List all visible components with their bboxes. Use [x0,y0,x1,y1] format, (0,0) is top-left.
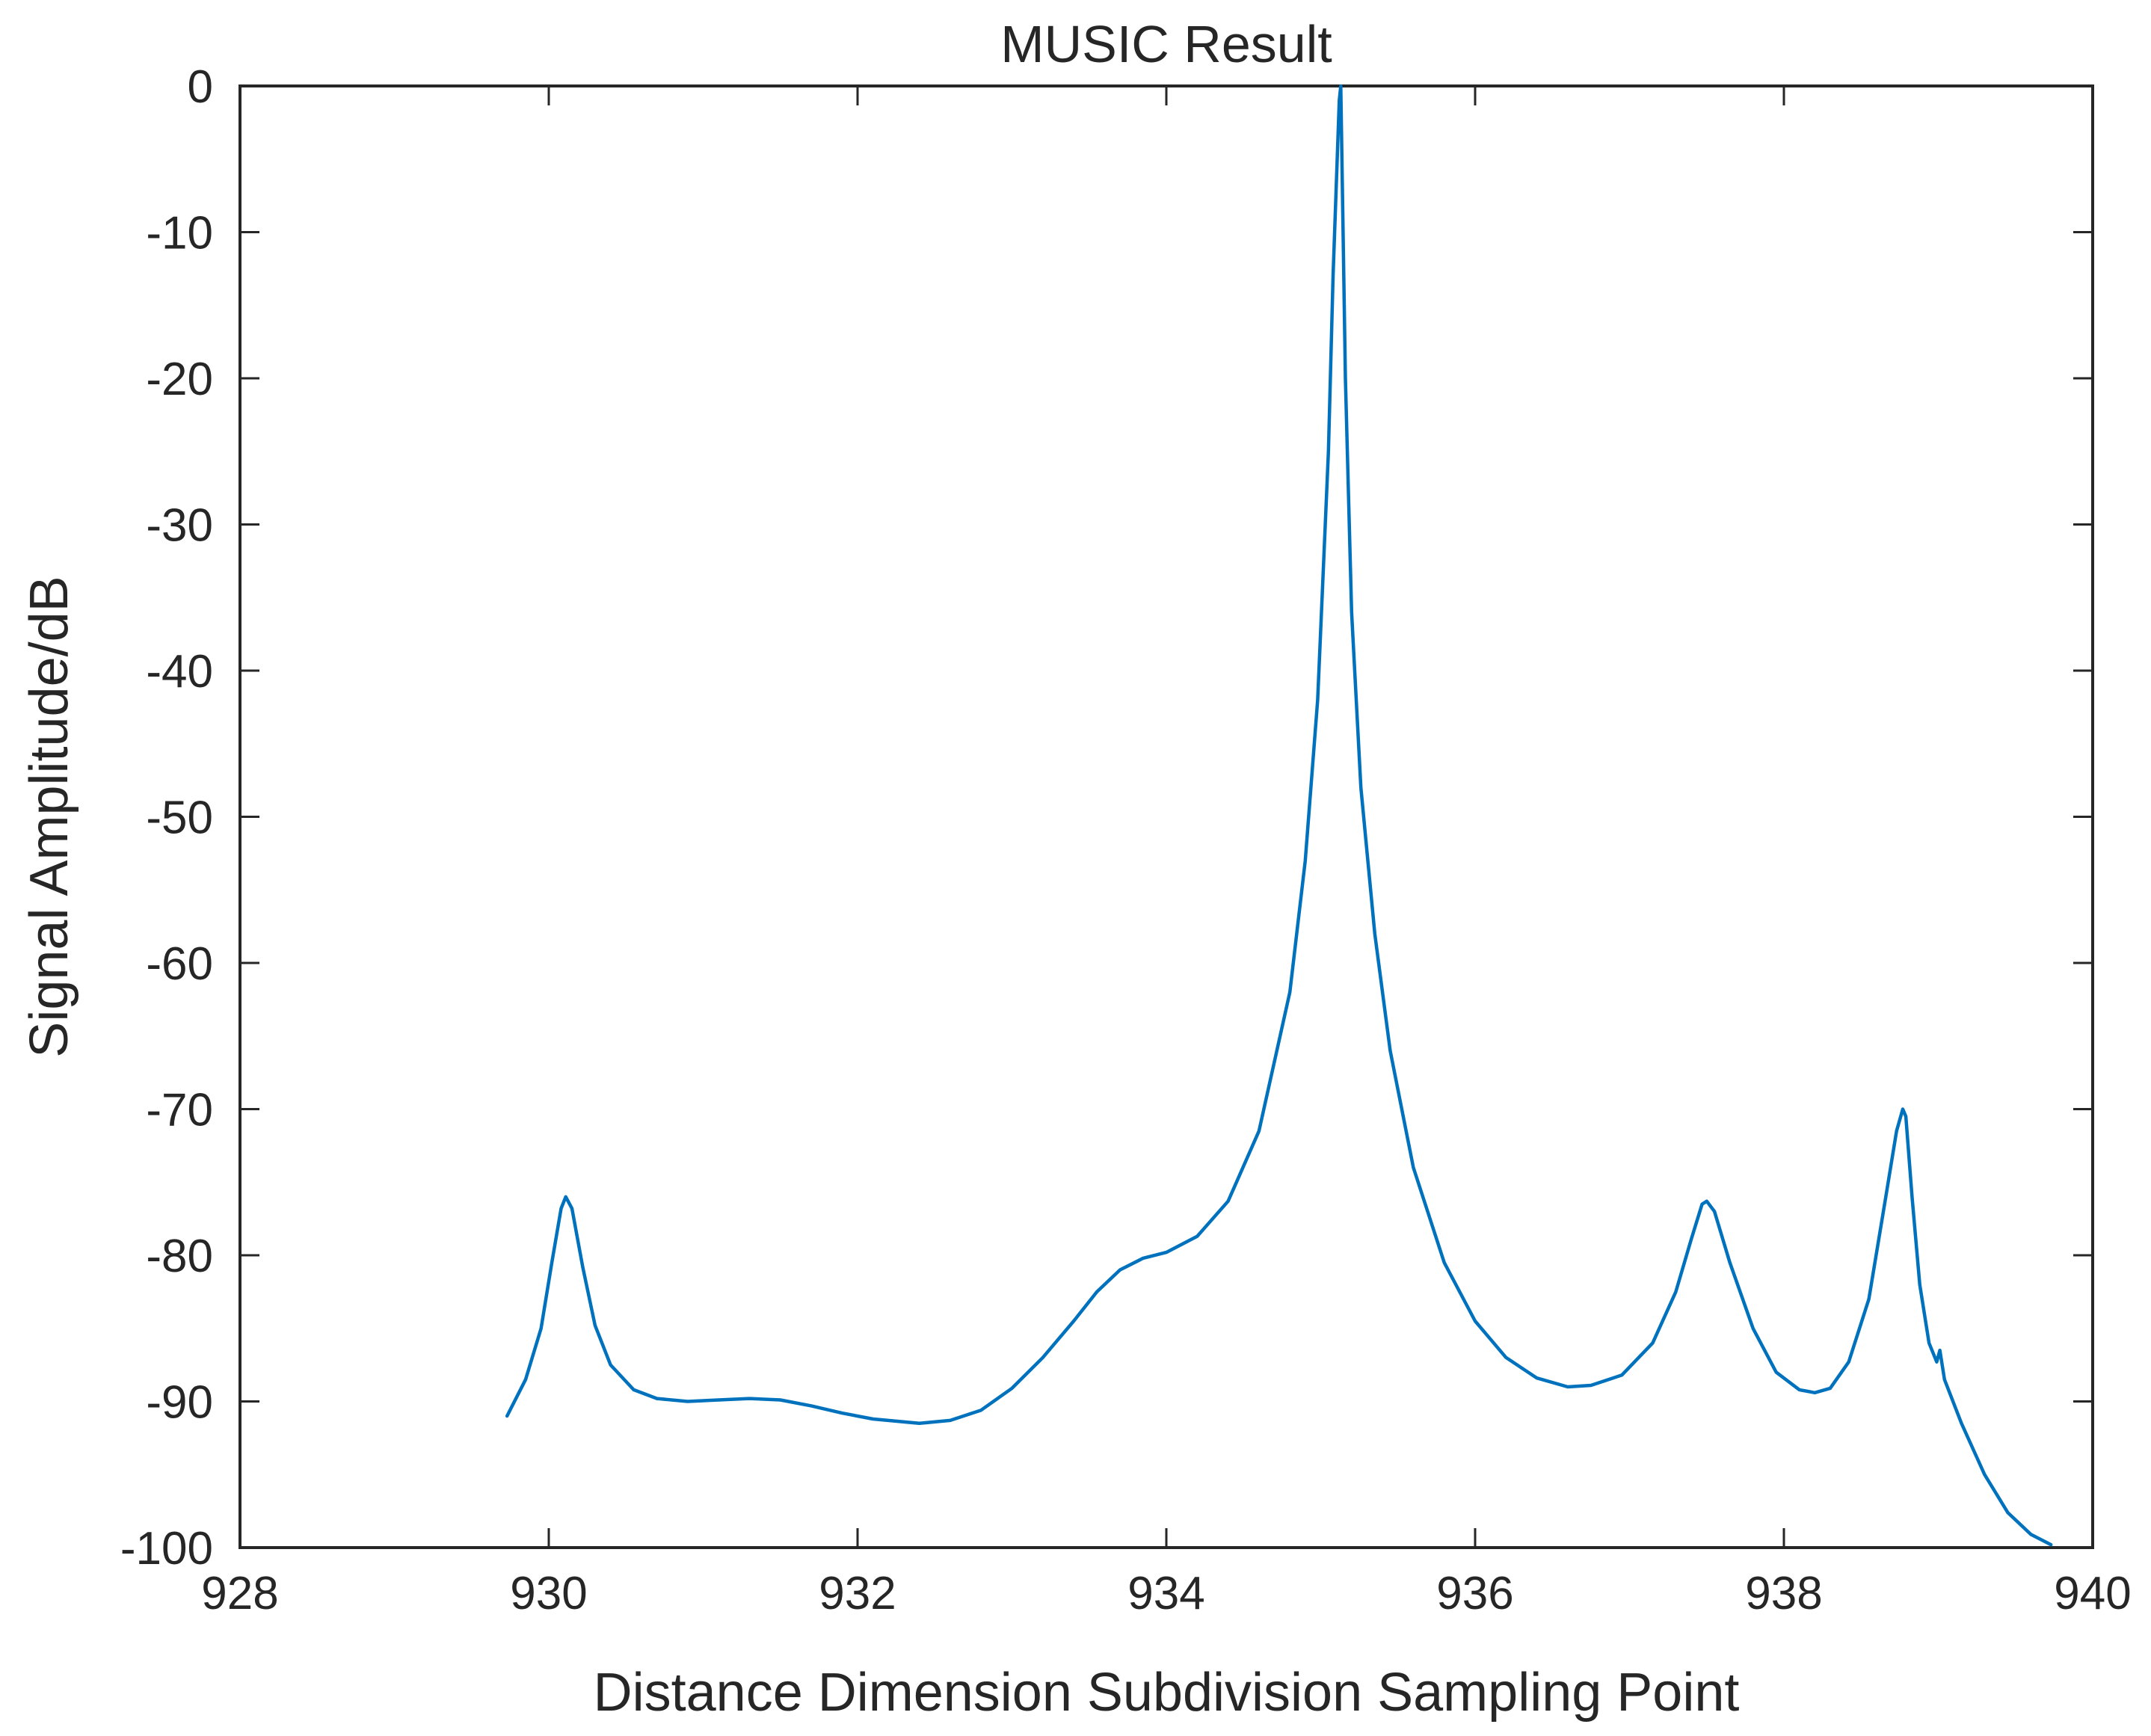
ticks-group: 928 930 932 934 936 938 940 0 -10 -20 -30 -40 -50 -60… [120,61,2132,1619]
x-tick-label: 932 [819,1568,896,1619]
x-tick-label: 938 [1745,1568,1822,1619]
y-axis-title: Signal Amplitude/dB [19,576,79,1057]
y-tick-label: -80 [146,1231,213,1282]
x-tick-label: 934 [1127,1568,1204,1619]
x-tick-label: 930 [510,1568,587,1619]
y-tick-label: -10 [146,208,213,259]
axes-group [239,84,2094,1549]
y-tick-label: -40 [146,646,213,698]
y-tick-label: -20 [146,354,213,405]
x-axis-title: Distance Dimension Subdivision Sampling … [594,1663,1740,1723]
series-line [505,84,2053,1547]
x-tick-label: 928 [201,1568,278,1619]
y-tick-label: -70 [146,1085,213,1136]
y-tick-label: -100 [120,1523,213,1575]
y-tick-label: -90 [146,1377,213,1429]
chart-title: MUSIC Result [1000,15,1332,73]
series-group [505,84,2053,1547]
plot-box [239,84,2094,1549]
x-tick-label: 936 [1436,1568,1513,1619]
y-tick-label: -60 [146,938,213,990]
y-tick-label: 0 [188,61,213,113]
y-tick-label: -30 [146,500,213,552]
y-tick-label: -50 [146,792,213,844]
x-tick-label: 940 [2054,1568,2131,1619]
